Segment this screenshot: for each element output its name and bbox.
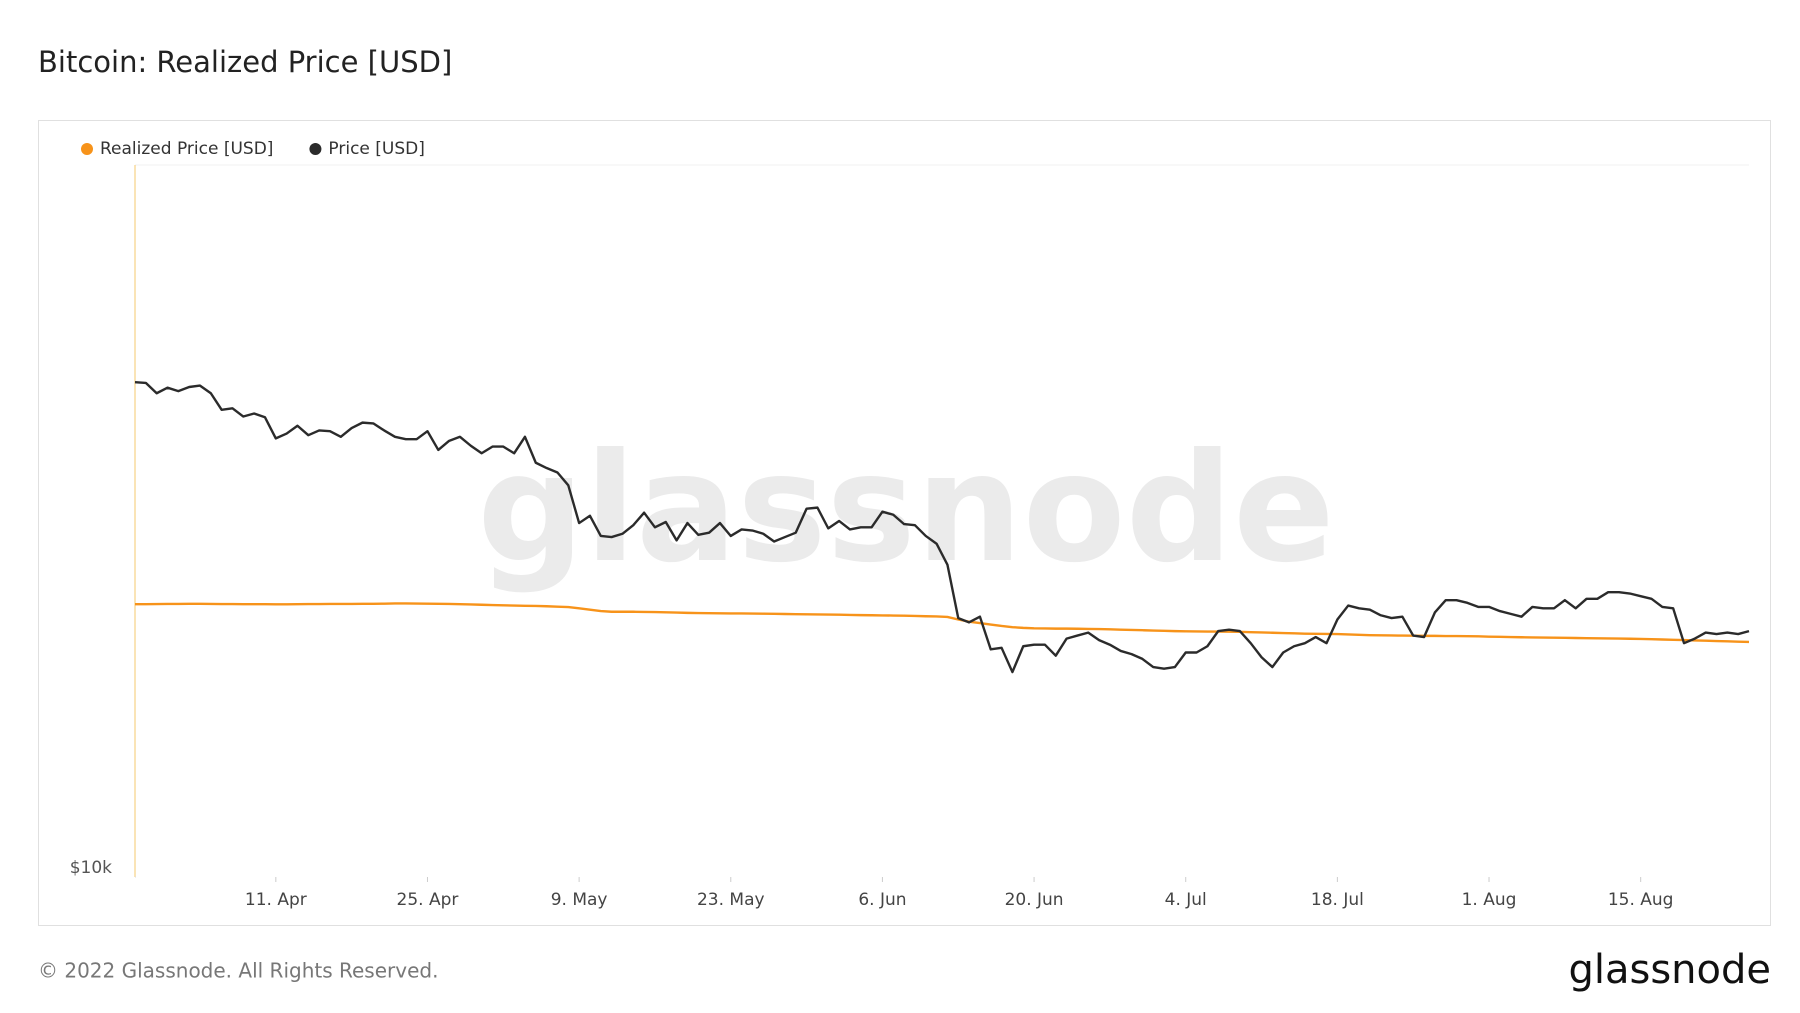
series-line [134,381,1750,674]
legend-marker[interactable] [309,143,322,155]
series-line [135,602,1750,644]
copyright: © 2022 Glassnode. All Rights Reserved. [38,959,438,983]
x-tick-label: 20. Jun [1005,890,1064,910]
x-tick-label: 6. Jun [858,890,906,910]
x-tick-label: 4. Jul [1165,890,1207,910]
plot: $10k 11. Apr 25. Apr 9. May 23. May 6. Jun 20.… [70,139,1750,910]
x-tick-label: 18. Jul [1311,890,1364,910]
chart-frame [38,120,1771,926]
x-tick-label: 23. May [697,890,765,910]
legend-label[interactable]: Realized Price [USD] [100,139,273,159]
legend-marker[interactable] [81,143,93,155]
chart-title: Bitcoin: Realized Price [USD] [38,45,452,79]
x-tick-label: 1. Aug [1462,890,1517,910]
logo: glassnode [1568,947,1771,993]
x-tick-label: 25. Apr [397,890,459,910]
watermark: glassnode [477,422,1335,596]
y-tick-label: $10k [70,858,112,878]
x-tick-label: 9. May [551,890,608,910]
x-tick-label: 11. Apr [245,890,307,910]
x-tick-label: 15. Aug [1608,890,1674,910]
legend-label[interactable]: Price [USD] [328,139,424,159]
